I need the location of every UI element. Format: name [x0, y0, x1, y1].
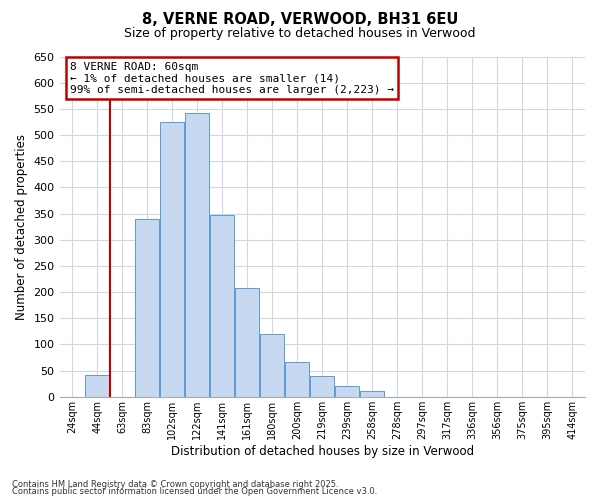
X-axis label: Distribution of detached houses by size in Verwood: Distribution of detached houses by size … [171, 444, 474, 458]
Text: 8 VERNE ROAD: 60sqm
← 1% of detached houses are smaller (14)
99% of semi-detache: 8 VERNE ROAD: 60sqm ← 1% of detached hou… [70, 62, 394, 95]
Bar [210, 215, 234, 397]
Bar [335, 386, 359, 397]
Text: 8, VERNE ROAD, VERWOOD, BH31 6EU: 8, VERNE ROAD, VERWOOD, BH31 6EU [142, 12, 458, 28]
Bar [135, 219, 159, 397]
Text: Contains public sector information licensed under the Open Government Licence v3: Contains public sector information licen… [12, 488, 377, 496]
Bar [235, 288, 259, 397]
Text: Size of property relative to detached houses in Verwood: Size of property relative to detached ho… [124, 28, 476, 40]
Y-axis label: Number of detached properties: Number of detached properties [15, 134, 28, 320]
Text: Contains HM Land Registry data © Crown copyright and database right 2025.: Contains HM Land Registry data © Crown c… [12, 480, 338, 489]
Bar [361, 391, 384, 397]
Bar [185, 112, 209, 397]
Bar [160, 122, 184, 397]
Bar [260, 334, 284, 397]
Bar [310, 376, 334, 397]
Bar [85, 375, 109, 397]
Bar [286, 362, 309, 397]
